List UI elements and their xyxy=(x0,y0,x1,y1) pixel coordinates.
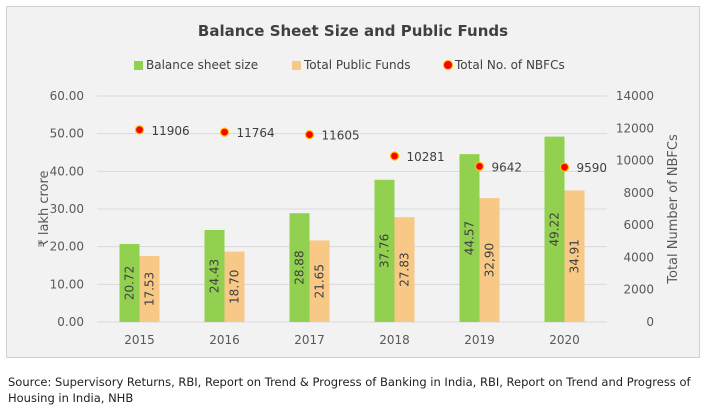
bar-public-funds xyxy=(394,217,415,322)
bar-data-label: 17.53 xyxy=(143,272,157,306)
x-tick-label: 2018 xyxy=(379,333,410,347)
y-tick-label: 50.00 xyxy=(50,127,84,141)
y-tick-label: 20.00 xyxy=(50,240,84,254)
nbfc-point xyxy=(304,130,315,140)
y2-tick-label: 10000 xyxy=(616,154,654,168)
y-tick-label: 30.00 xyxy=(50,202,84,216)
bar-balance-sheet xyxy=(289,213,310,322)
bar-public-funds xyxy=(309,240,330,322)
nbfc-point xyxy=(134,125,145,135)
y-axis-title: ₹ lakh crore xyxy=(37,170,52,247)
legend-marker-dot xyxy=(444,61,452,69)
bar-public-funds xyxy=(479,198,500,322)
legend-item-public-funds: Total Public Funds xyxy=(292,58,411,72)
x-tick-label: 2019 xyxy=(464,333,495,347)
bar-balance-sheet xyxy=(204,229,225,322)
y2-tick-label: 8000 xyxy=(623,186,654,200)
y-tick-label: 40.00 xyxy=(50,164,84,178)
nbfc-data-label: 11906 xyxy=(152,124,190,138)
bar-balance-sheet xyxy=(459,154,480,322)
nbfc-point xyxy=(559,162,570,172)
nbfc-point xyxy=(219,127,230,137)
nbfc-data-label: 9590 xyxy=(577,161,608,175)
legend-swatch-orange xyxy=(292,60,301,70)
chart-title: Balance Sheet Size and Public Funds xyxy=(197,22,509,40)
nbfc-point xyxy=(389,151,400,161)
y2-tick-label: 2000 xyxy=(623,283,654,297)
nbfc-data-label: 11764 xyxy=(237,126,275,140)
x-tick-label: 2017 xyxy=(294,333,325,347)
legend-label: Balance sheet size xyxy=(146,58,259,72)
x-tick-label: 2016 xyxy=(209,333,240,347)
bar-balance-sheet xyxy=(544,136,565,322)
y2-tick-label: 4000 xyxy=(623,250,654,264)
bar-data-label: 21.65 xyxy=(313,264,327,298)
x-tick-label: 2015 xyxy=(124,333,155,347)
y2-axis-title: Total Number of NBFCs xyxy=(666,134,681,285)
legend-label: Total No. of NBFCs xyxy=(455,58,565,72)
bar-data-label: 24.43 xyxy=(208,259,222,293)
bar-data-label: 34.91 xyxy=(568,239,582,273)
bar-data-label: 27.83 xyxy=(398,252,412,286)
y-tick-label: 10.00 xyxy=(50,277,84,291)
bar-balance-sheet xyxy=(374,179,395,322)
bar-public-funds xyxy=(139,255,160,322)
bar-data-label: 18.70 xyxy=(228,270,242,304)
y-tick-label: 0.00 xyxy=(57,315,84,329)
y2-tick-label: 0 xyxy=(646,315,654,329)
legend-label: Total Public Funds xyxy=(304,58,411,72)
nbfc-point xyxy=(474,161,485,171)
nbfc-data-label: 11605 xyxy=(322,129,360,143)
bar-public-funds xyxy=(564,190,585,322)
legend-item-nbfcs: Total No. of NBFCs xyxy=(444,58,565,72)
bar-data-label: 28.88 xyxy=(293,250,307,284)
bar-data-label: 20.72 xyxy=(123,266,137,300)
bar-balance-sheet xyxy=(119,243,140,322)
y-tick-label: 60.00 xyxy=(50,89,84,103)
bar-data-label: 37.76 xyxy=(378,234,392,268)
y2-tick-label: 6000 xyxy=(623,218,654,232)
y2-tick-label: 12000 xyxy=(616,121,654,135)
source-note: Source: Supervisory Returns, RBI, Report… xyxy=(8,375,691,405)
x-tick-label: 2020 xyxy=(549,333,580,347)
nbfc-data-label: 9642 xyxy=(492,160,523,174)
bar-data-label: 32,90 xyxy=(483,243,497,277)
legend-item-balance-sheet: Balance sheet size xyxy=(134,58,258,72)
y2-tick-label: 14000 xyxy=(616,89,654,103)
legend-swatch-green xyxy=(134,60,143,70)
nbfc-data-label: 10281 xyxy=(407,150,445,164)
bar-data-label: 49.22 xyxy=(548,212,562,246)
bar-public-funds xyxy=(224,251,245,322)
bar-data-label: 44.57 xyxy=(463,221,477,255)
